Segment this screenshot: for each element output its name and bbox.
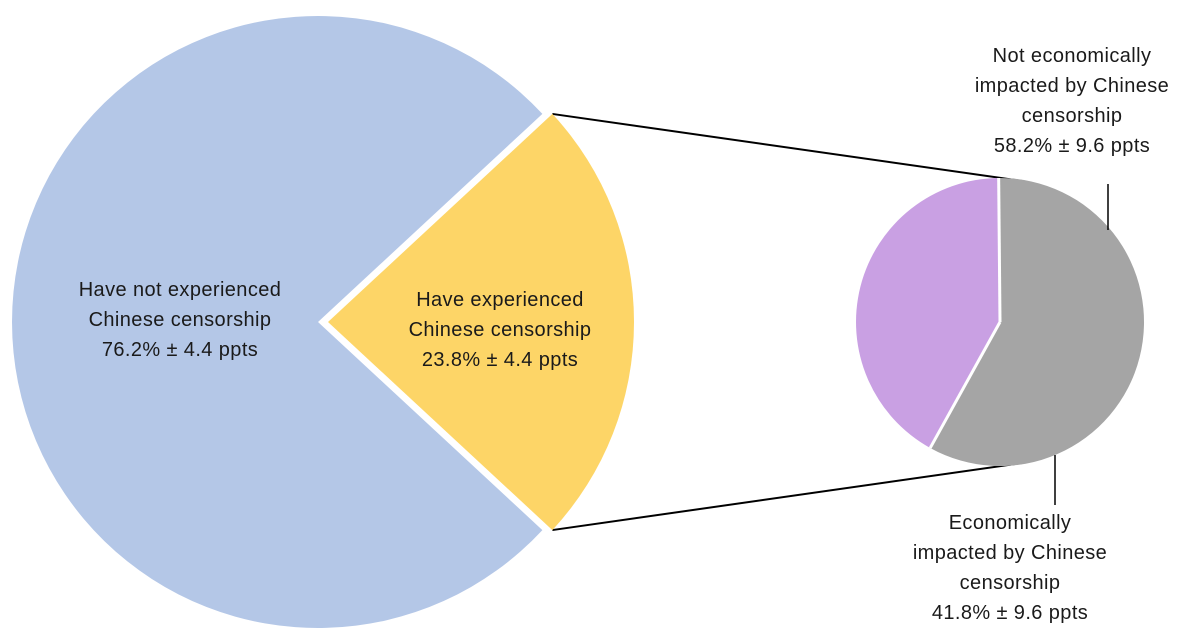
breakdown-pie	[856, 177, 1145, 467]
connector-lines	[552, 112, 1023, 532]
slice-not-experienced	[12, 15, 543, 628]
data-label-line: censorship	[960, 572, 1061, 594]
data-label-line: impacted by Chinese	[975, 75, 1169, 97]
slice-not-economic	[930, 178, 1145, 467]
data-label-not-economic: Not economically impacted by Chinese censo…	[975, 45, 1169, 157]
data-label-economic: Economically impacted by Chinese censorshi…	[913, 512, 1107, 624]
breakdown-separator	[997, 177, 1002, 323]
data-label-line: Chinese censorship	[89, 309, 272, 331]
data-label-line: 58.2% ± 9.6 ppts	[994, 135, 1150, 157]
data-label-line: 41.8% ± 9.6 ppts	[932, 602, 1088, 624]
connector-line-bottom	[552, 462, 1023, 532]
data-label-line: 23.8% ± 4.4 ppts	[422, 349, 578, 371]
breakdown-separator	[928, 321, 1002, 449]
data-label-line: Chinese censorship	[409, 319, 592, 341]
data-label-line: censorship	[1022, 105, 1123, 127]
connector-line-top	[552, 112, 1023, 182]
data-label-line: Have experienced	[416, 289, 584, 311]
data-label-line: Economically	[949, 512, 1072, 534]
main-pie	[12, 15, 635, 628]
slice-economic	[856, 178, 1000, 448]
data-label-not-experienced: Have not experienced Chinese censorship 76…	[79, 279, 282, 361]
data-label-line: 76.2% ± 4.4 ppts	[102, 339, 258, 361]
data-label-line: Not economically	[993, 45, 1152, 67]
slice-experienced	[328, 113, 635, 531]
data-labels: Have not experienced Chinese censorship 76…	[79, 45, 1169, 624]
data-label-line: impacted by Chinese	[913, 542, 1107, 564]
leader-lines	[1054, 184, 1109, 505]
data-label-line: Have not experienced	[79, 279, 282, 301]
data-label-experienced: Have experienced Chinese censorship 23.8% …	[409, 289, 592, 371]
